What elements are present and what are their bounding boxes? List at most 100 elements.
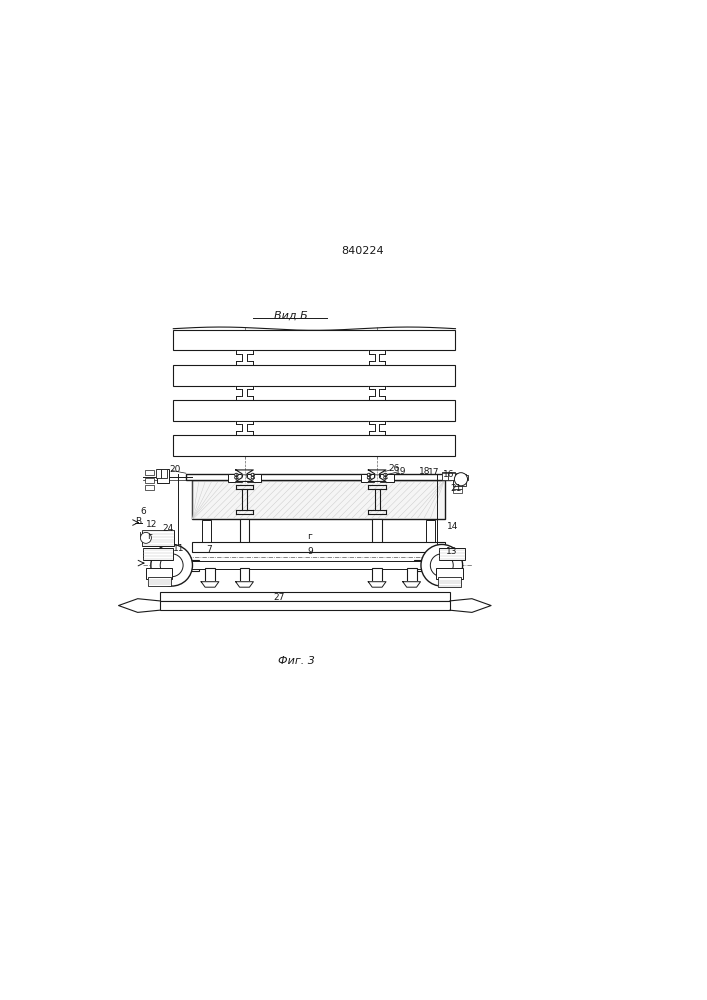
Bar (146, 470, 154, 475)
Bar (156, 469, 161, 478)
Polygon shape (369, 350, 385, 354)
Polygon shape (369, 361, 385, 365)
Bar (228, 474, 242, 482)
Circle shape (367, 476, 370, 479)
Polygon shape (375, 424, 380, 431)
Bar (372, 568, 382, 582)
Bar (438, 577, 461, 587)
Bar (148, 577, 170, 586)
Polygon shape (368, 470, 386, 474)
Bar (156, 560, 199, 571)
Bar (201, 520, 211, 550)
Bar (173, 365, 455, 386)
Bar (452, 474, 467, 486)
Text: 12: 12 (146, 520, 157, 529)
Polygon shape (235, 478, 253, 481)
Bar (192, 480, 445, 519)
Polygon shape (236, 431, 253, 435)
Polygon shape (236, 350, 253, 354)
Circle shape (251, 473, 255, 477)
Text: 24: 24 (163, 524, 174, 533)
Bar (442, 472, 455, 479)
Bar (380, 474, 394, 482)
Text: 18: 18 (419, 467, 431, 476)
Text: 11: 11 (173, 544, 185, 553)
Bar (448, 475, 468, 480)
Text: г: г (148, 532, 153, 541)
Polygon shape (236, 386, 253, 389)
Bar (452, 477, 462, 481)
Polygon shape (403, 582, 421, 587)
Bar (407, 568, 416, 582)
Polygon shape (235, 582, 253, 587)
Polygon shape (368, 478, 386, 481)
Circle shape (251, 476, 255, 479)
Bar (192, 542, 445, 552)
Text: Вид Б: Вид Б (274, 310, 308, 320)
Polygon shape (375, 389, 380, 396)
Bar (160, 601, 450, 610)
Bar (436, 568, 462, 579)
Polygon shape (236, 421, 253, 424)
Bar (448, 473, 455, 480)
Text: 7: 7 (206, 545, 212, 554)
Circle shape (160, 554, 183, 577)
Polygon shape (369, 386, 385, 389)
Circle shape (384, 476, 387, 479)
Text: 26: 26 (388, 464, 399, 473)
Bar (146, 478, 154, 483)
Polygon shape (236, 361, 253, 365)
Bar (173, 400, 455, 421)
Text: г: г (308, 532, 312, 541)
Circle shape (367, 473, 370, 477)
Bar (186, 474, 451, 480)
Bar (452, 485, 462, 489)
Bar (173, 435, 455, 456)
Text: 840224: 840224 (341, 246, 384, 256)
Circle shape (431, 554, 453, 577)
Bar (205, 568, 215, 582)
Bar (247, 474, 261, 482)
Polygon shape (236, 396, 253, 400)
Text: В: В (136, 517, 141, 526)
Bar (452, 481, 462, 485)
Polygon shape (369, 431, 385, 435)
Circle shape (141, 532, 151, 543)
Text: 21: 21 (450, 484, 462, 493)
Polygon shape (235, 470, 253, 474)
Bar (452, 473, 462, 477)
Bar (426, 520, 436, 550)
Bar (146, 485, 154, 490)
Bar (144, 548, 173, 560)
Text: 16: 16 (443, 470, 455, 479)
Text: 27: 27 (274, 593, 285, 602)
Polygon shape (375, 354, 380, 361)
Polygon shape (369, 421, 385, 424)
Circle shape (455, 473, 467, 486)
Circle shape (421, 544, 462, 586)
Bar (157, 469, 169, 483)
Polygon shape (243, 389, 247, 396)
Text: 20: 20 (169, 465, 180, 474)
Polygon shape (369, 396, 385, 400)
Bar (439, 548, 465, 560)
Bar (442, 473, 448, 480)
Bar (189, 561, 448, 569)
Polygon shape (450, 599, 491, 612)
Bar (142, 530, 174, 546)
Bar (414, 560, 458, 571)
Text: 14: 14 (448, 522, 459, 531)
Text: 13: 13 (445, 547, 457, 556)
Bar (146, 568, 173, 579)
Polygon shape (243, 424, 247, 431)
Text: Фиг. 3: Фиг. 3 (278, 656, 315, 666)
Bar (372, 519, 382, 549)
Bar (173, 330, 455, 350)
Circle shape (384, 473, 387, 477)
Polygon shape (368, 582, 386, 587)
Circle shape (151, 544, 192, 586)
Bar (240, 568, 250, 582)
Bar (452, 489, 462, 493)
Text: 9: 9 (308, 547, 313, 556)
Bar (361, 474, 375, 482)
